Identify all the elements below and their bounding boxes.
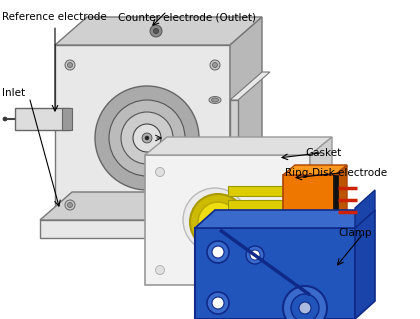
Polygon shape bbox=[283, 165, 347, 175]
Text: Counter electrode (Outlet): Counter electrode (Outlet) bbox=[118, 12, 256, 22]
FancyBboxPatch shape bbox=[333, 175, 338, 230]
Ellipse shape bbox=[209, 97, 221, 103]
Polygon shape bbox=[335, 165, 347, 230]
Polygon shape bbox=[55, 45, 230, 220]
Circle shape bbox=[142, 133, 152, 143]
Polygon shape bbox=[355, 190, 375, 228]
Ellipse shape bbox=[212, 98, 218, 102]
Circle shape bbox=[212, 246, 224, 258]
Circle shape bbox=[213, 63, 218, 68]
Polygon shape bbox=[310, 137, 332, 285]
Text: Reference electrode: Reference electrode bbox=[2, 12, 107, 22]
Polygon shape bbox=[55, 17, 262, 45]
FancyBboxPatch shape bbox=[228, 200, 286, 210]
Polygon shape bbox=[230, 100, 238, 155]
Circle shape bbox=[95, 86, 199, 190]
Circle shape bbox=[190, 194, 246, 250]
Circle shape bbox=[68, 203, 73, 207]
Text: Gasket: Gasket bbox=[305, 148, 341, 158]
Circle shape bbox=[299, 302, 311, 314]
Circle shape bbox=[133, 124, 161, 152]
Circle shape bbox=[183, 188, 247, 252]
Circle shape bbox=[121, 112, 173, 164]
Circle shape bbox=[291, 265, 299, 275]
Polygon shape bbox=[230, 17, 262, 220]
Polygon shape bbox=[40, 220, 230, 238]
Circle shape bbox=[209, 213, 227, 231]
FancyBboxPatch shape bbox=[62, 108, 72, 130]
Circle shape bbox=[109, 100, 185, 176]
Polygon shape bbox=[195, 210, 375, 228]
Circle shape bbox=[153, 28, 158, 33]
Circle shape bbox=[207, 292, 229, 314]
Circle shape bbox=[3, 117, 7, 121]
Circle shape bbox=[210, 200, 220, 210]
Circle shape bbox=[68, 63, 73, 68]
Polygon shape bbox=[145, 155, 310, 285]
FancyBboxPatch shape bbox=[283, 175, 335, 230]
Ellipse shape bbox=[209, 172, 221, 179]
Polygon shape bbox=[355, 210, 375, 319]
Circle shape bbox=[65, 200, 75, 210]
FancyBboxPatch shape bbox=[228, 186, 286, 196]
Polygon shape bbox=[230, 72, 270, 100]
Text: Inlet: Inlet bbox=[2, 88, 25, 98]
Circle shape bbox=[198, 202, 238, 242]
Ellipse shape bbox=[212, 173, 218, 177]
Circle shape bbox=[250, 250, 260, 260]
Circle shape bbox=[291, 167, 299, 176]
Polygon shape bbox=[40, 192, 262, 220]
Circle shape bbox=[246, 246, 264, 264]
Circle shape bbox=[145, 136, 149, 140]
Polygon shape bbox=[195, 228, 355, 319]
Circle shape bbox=[291, 294, 319, 319]
Circle shape bbox=[155, 265, 165, 275]
Circle shape bbox=[212, 297, 224, 309]
Polygon shape bbox=[145, 137, 332, 155]
Circle shape bbox=[150, 25, 162, 37]
Circle shape bbox=[202, 192, 218, 208]
Circle shape bbox=[207, 241, 229, 263]
Text: Ring-Disk electrode: Ring-Disk electrode bbox=[285, 168, 387, 178]
Circle shape bbox=[213, 203, 218, 207]
Circle shape bbox=[155, 167, 165, 176]
Circle shape bbox=[283, 286, 327, 319]
Polygon shape bbox=[15, 108, 70, 130]
Circle shape bbox=[65, 60, 75, 70]
Text: Clamp: Clamp bbox=[338, 228, 372, 238]
Circle shape bbox=[198, 203, 232, 237]
FancyBboxPatch shape bbox=[228, 214, 286, 224]
Circle shape bbox=[210, 60, 220, 70]
